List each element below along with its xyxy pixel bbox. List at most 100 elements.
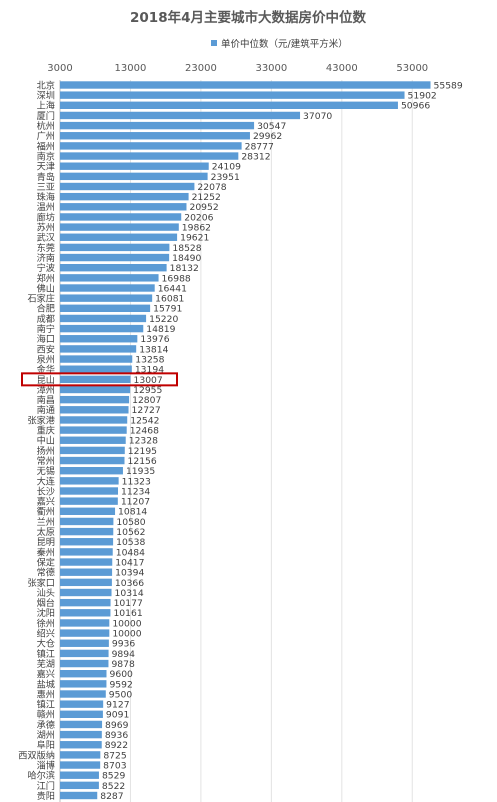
- category-label: 兰州: [37, 516, 55, 528]
- bar: [60, 314, 147, 323]
- category-label: 天津: [37, 162, 55, 173]
- data-label: 28312: [241, 151, 270, 162]
- data-label: 22078: [197, 182, 226, 193]
- data-label: 9127: [106, 700, 130, 711]
- category-label: 东莞: [37, 242, 55, 254]
- data-label: 15220: [149, 314, 178, 325]
- bar: [60, 213, 182, 221]
- bar: [60, 558, 113, 566]
- data-label: 12542: [130, 415, 159, 426]
- data-label: 12468: [130, 426, 159, 437]
- category-label: 无锡: [37, 466, 55, 477]
- category-label: 贵阳: [37, 790, 55, 802]
- category-label: 重庆: [37, 425, 55, 437]
- category-label: 汕头: [37, 588, 55, 599]
- data-label: 9936: [112, 639, 136, 650]
- bar: [60, 751, 101, 759]
- chart-title: 2018年4月主要城市大数据房价中位数: [130, 9, 366, 26]
- data-label: 20952: [189, 202, 218, 213]
- data-label: 9592: [109, 679, 132, 690]
- bar: [60, 629, 110, 637]
- bar: [60, 253, 170, 262]
- bar: [60, 578, 112, 587]
- bar: [60, 619, 110, 627]
- category-label: 福州: [37, 140, 55, 152]
- category-label: 南宁: [37, 323, 55, 335]
- data-label: 10000: [112, 629, 141, 640]
- category-label: 武汉: [37, 232, 55, 244]
- bar: [60, 761, 101, 769]
- category-label: 绍兴: [37, 628, 55, 640]
- category-label: 成都: [37, 313, 55, 325]
- category-label: 珠海: [37, 191, 55, 203]
- bar: [60, 720, 103, 729]
- bar: [60, 304, 151, 312]
- category-label: 温州: [37, 202, 55, 213]
- category-label: 嘉兴: [37, 668, 55, 680]
- category-label: 宁波: [37, 262, 55, 274]
- category-label: 杭州: [37, 120, 55, 132]
- bar: [60, 690, 106, 698]
- data-label: 13258: [135, 354, 164, 365]
- bar: [60, 294, 153, 302]
- data-label: 24109: [212, 162, 241, 173]
- bar: [60, 710, 103, 718]
- bar: [60, 395, 130, 404]
- category-label: 苏州: [37, 222, 55, 234]
- bar: [60, 142, 242, 150]
- bar: [60, 680, 107, 688]
- bar: [60, 121, 255, 130]
- x-tick-label: 3000: [47, 63, 72, 74]
- gridlines: [129, 80, 413, 802]
- bar: [60, 264, 167, 272]
- category-label: 上海: [37, 100, 55, 112]
- category-label: 阜阳: [37, 739, 55, 751]
- data-label: 9091: [106, 710, 129, 721]
- bar: [60, 233, 178, 241]
- data-label: 10484: [116, 547, 145, 558]
- category-label: 盐城: [37, 678, 55, 690]
- category-label: 嘉兴: [37, 496, 55, 508]
- category-label: 保定: [37, 556, 55, 568]
- category-labels: 北京深圳上海厦门杭州广州福州南京天津青岛三亚珠海温州廊坊苏州武汉东莞济南宁波郑州…: [18, 79, 55, 802]
- x-tick-label: 23000: [185, 63, 217, 74]
- bar: [60, 781, 99, 790]
- category-label: 中山: [37, 435, 55, 447]
- bar: [60, 365, 132, 373]
- data-label: 8936: [105, 730, 129, 741]
- category-label: 济南: [37, 252, 55, 264]
- bar: [60, 162, 209, 170]
- data-label: 8969: [105, 720, 129, 731]
- bar: [60, 416, 128, 424]
- bar: [60, 243, 170, 252]
- bar: [60, 91, 405, 99]
- data-label: 11234: [121, 486, 150, 497]
- data-label: 16081: [155, 294, 184, 305]
- data-label: 15791: [153, 304, 182, 315]
- data-label: 18490: [172, 253, 201, 264]
- data-label: 19862: [182, 223, 211, 234]
- data-label: 21252: [192, 192, 221, 203]
- bar: [60, 771, 99, 779]
- bar: [60, 355, 133, 363]
- bar: [60, 172, 208, 181]
- data-label: 8529: [102, 771, 126, 782]
- data-label: 8287: [100, 791, 124, 802]
- category-label: 西安: [37, 343, 55, 355]
- bar: [60, 609, 111, 617]
- data-label: 10177: [114, 598, 143, 609]
- data-label: 55589: [434, 80, 463, 91]
- data-label: 12195: [128, 446, 157, 457]
- category-label: 衢州: [37, 506, 55, 518]
- category-label: 西双版纳: [18, 749, 55, 761]
- data-label: 16441: [158, 283, 187, 294]
- bar: [60, 111, 301, 120]
- data-label: 23951: [211, 172, 240, 183]
- data-label: 10314: [115, 588, 144, 599]
- category-label: 徐州: [37, 617, 55, 629]
- category-label: 厦门: [37, 110, 55, 122]
- category-label: 烟台: [37, 597, 55, 609]
- data-label: 11323: [122, 476, 151, 487]
- legend: 单价中位数（元/建筑平方米）: [211, 38, 348, 50]
